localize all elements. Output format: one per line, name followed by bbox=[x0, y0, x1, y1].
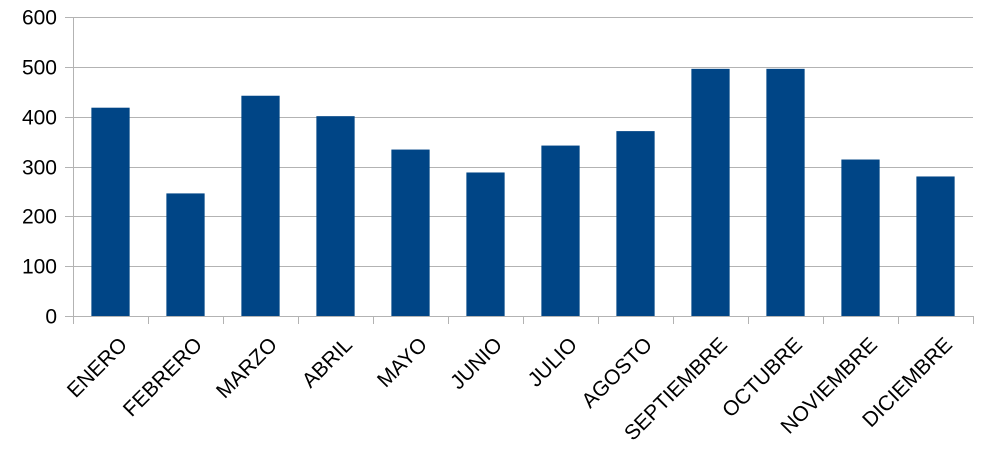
bar-noviembre bbox=[841, 159, 880, 316]
x-tick-label: MARZO bbox=[212, 333, 282, 403]
bar-enero bbox=[91, 107, 130, 316]
y-tick-labels: 0 100 200 300 400 500 600 bbox=[22, 7, 57, 329]
axes bbox=[73, 17, 974, 324]
bar-mayo bbox=[391, 149, 430, 316]
x-tick-label: MAYO bbox=[373, 333, 432, 392]
bar-marzo bbox=[241, 95, 280, 317]
y-tick-label: 100 bbox=[22, 256, 57, 279]
x-tick-label: ENERO bbox=[63, 333, 132, 402]
gridlines bbox=[65, 17, 973, 317]
bar-junio bbox=[466, 172, 505, 316]
y-tick-label: 0 bbox=[45, 306, 57, 329]
x-tick-label: FEBRERO bbox=[119, 333, 207, 421]
x-tick-label: ABRIL bbox=[298, 333, 357, 392]
bar-agosto bbox=[616, 131, 655, 316]
x-tick-label: JUNIO bbox=[446, 333, 507, 394]
y-tick-label: 300 bbox=[22, 157, 57, 180]
y-tick-label: 400 bbox=[22, 107, 57, 130]
bar-octubre bbox=[766, 68, 805, 316]
x-tick-label: AGOSTO bbox=[577, 333, 657, 413]
bars bbox=[91, 68, 955, 317]
bar-diciembre bbox=[916, 176, 955, 316]
x-tick-label: JULIO bbox=[524, 333, 582, 391]
y-tick-label: 600 bbox=[22, 7, 57, 30]
y-tick-label: 200 bbox=[22, 206, 57, 229]
y-tick-label: 500 bbox=[22, 57, 57, 80]
bar-septiembre bbox=[691, 68, 730, 316]
bar-febrero bbox=[166, 193, 205, 316]
bar-abril bbox=[316, 116, 355, 316]
bar-julio bbox=[541, 145, 580, 316]
